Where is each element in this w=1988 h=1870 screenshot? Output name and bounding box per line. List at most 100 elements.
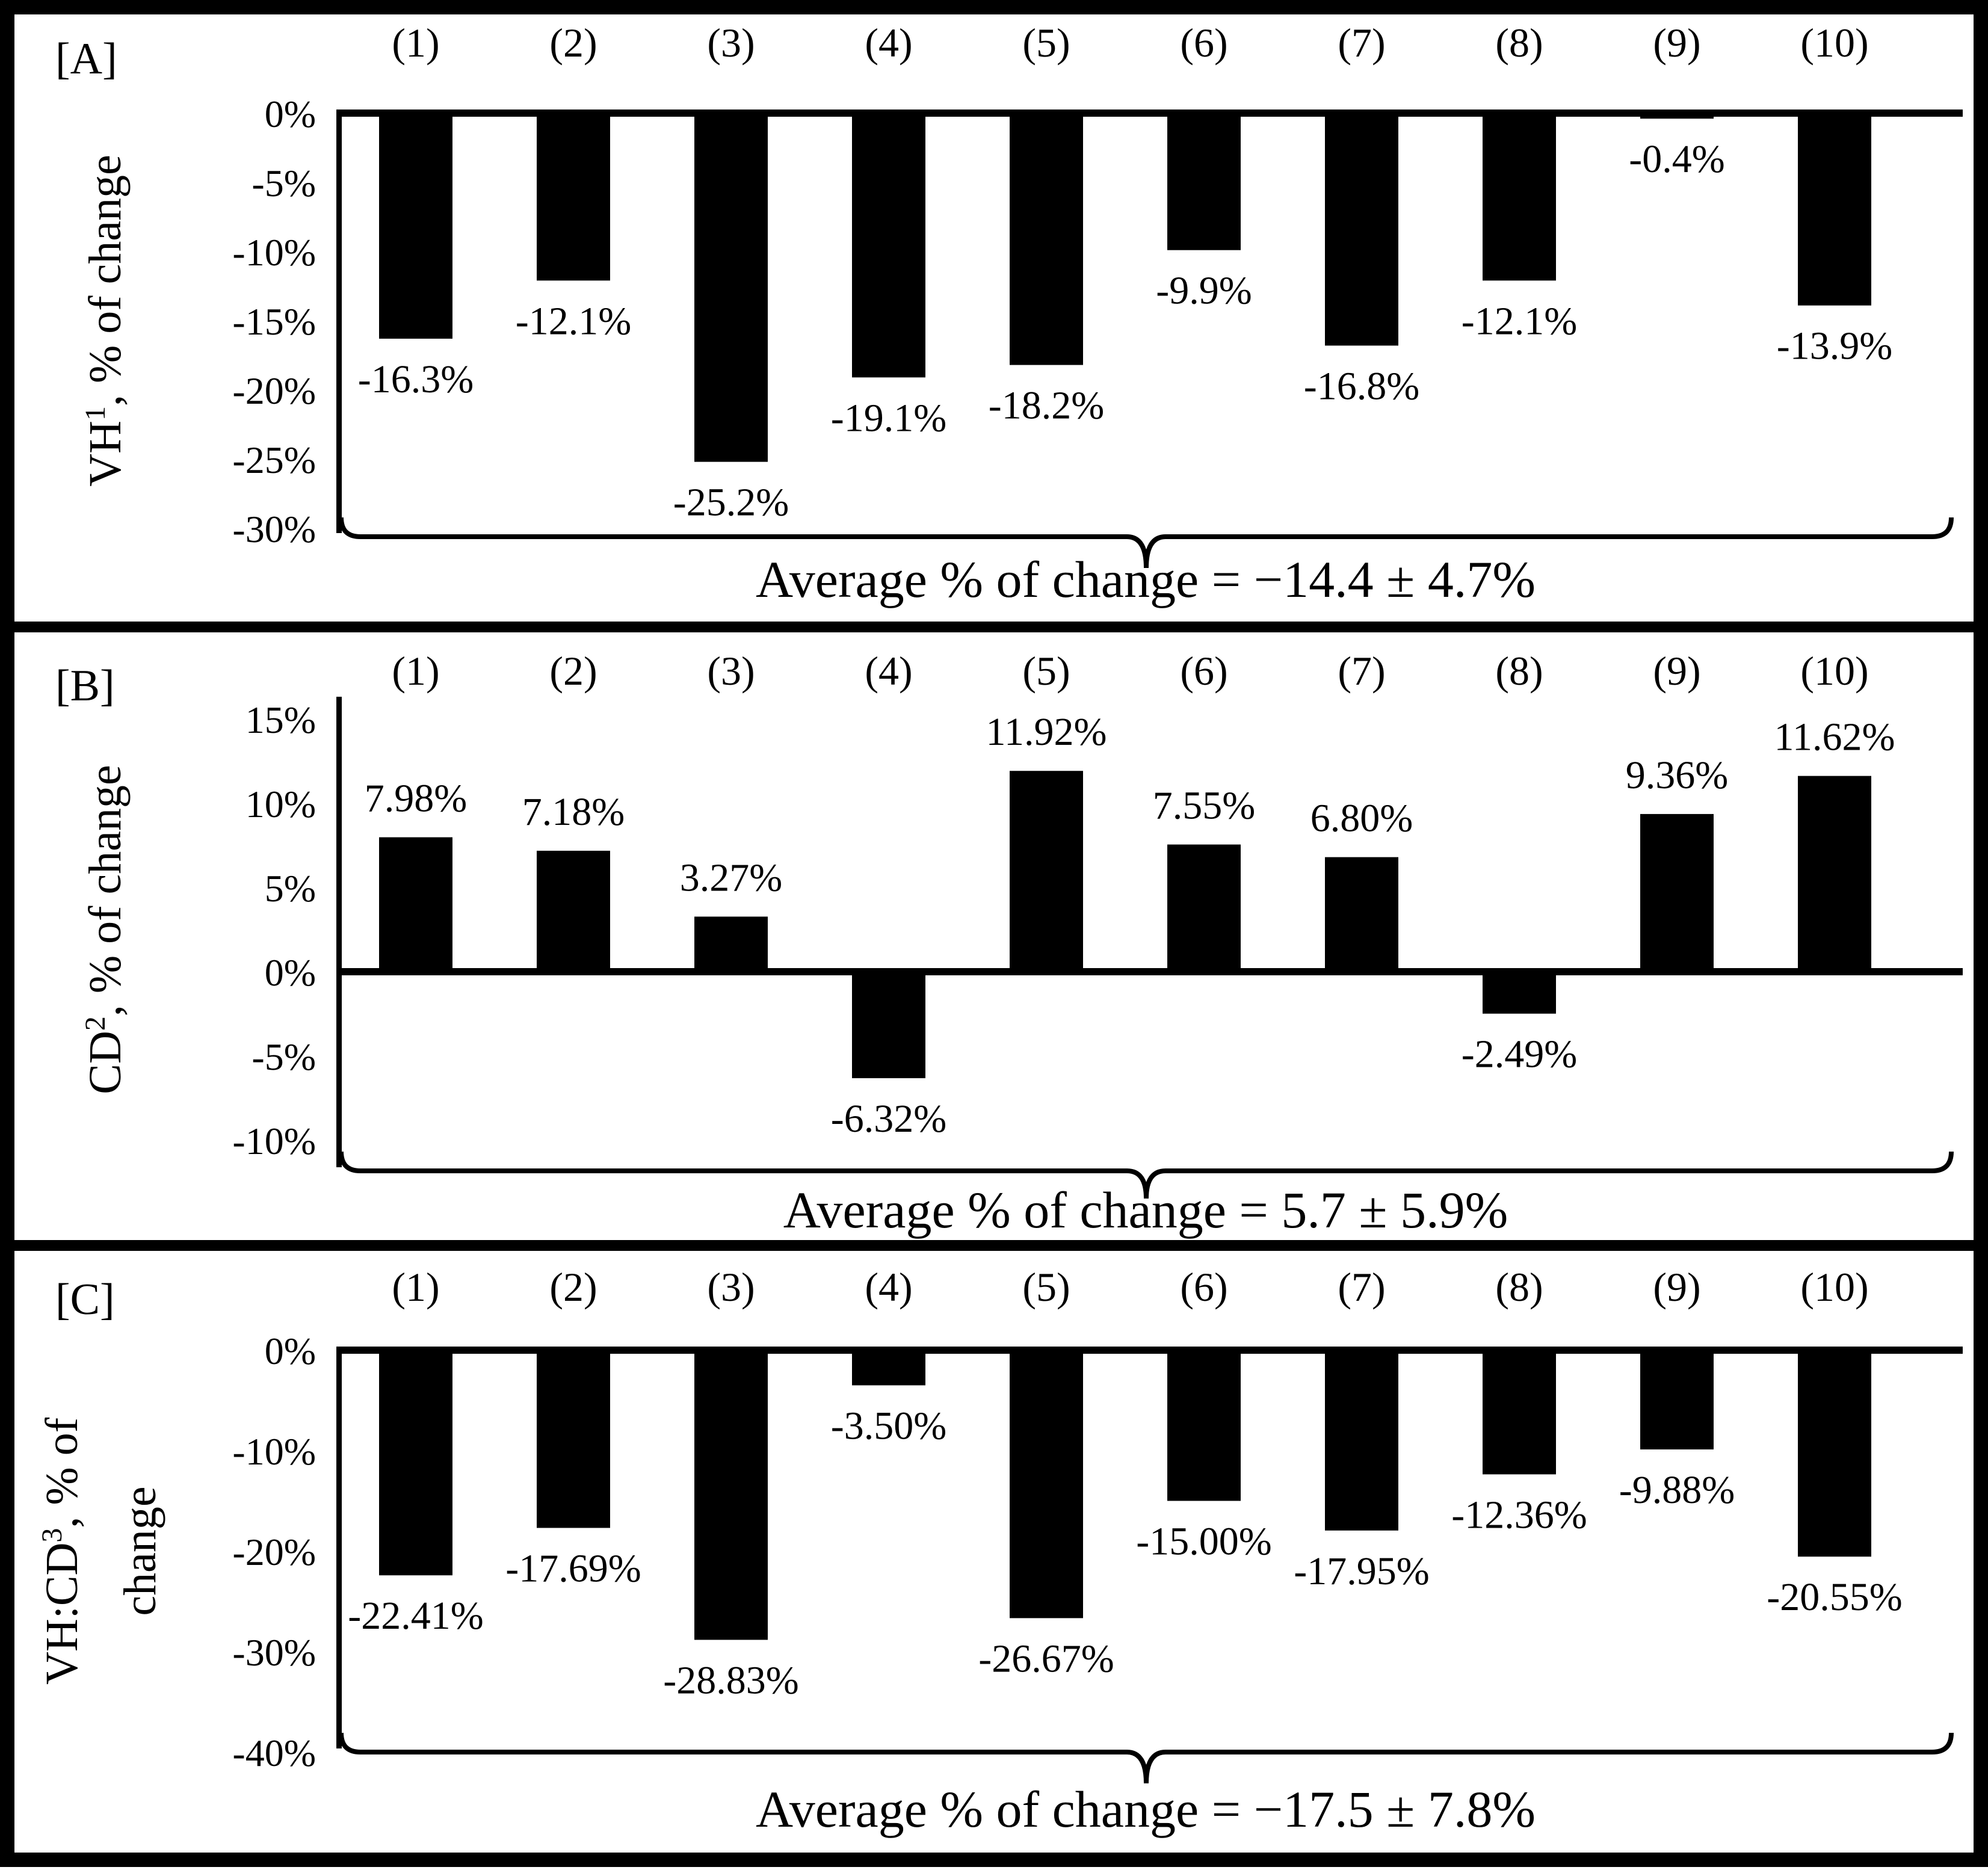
column-header-b-8: (8) xyxy=(1495,648,1543,694)
bar-value-label-a-7: -16.8% xyxy=(1304,364,1419,408)
panel-label-c: [C] xyxy=(55,1275,115,1324)
column-header-a-5: (5) xyxy=(1022,20,1070,66)
bar-value-label-c-6: -15.00% xyxy=(1136,1520,1271,1564)
bar-a-8 xyxy=(1483,113,1556,281)
bar-value-label-c-8: -12.36% xyxy=(1451,1493,1587,1537)
bar-value-label-a-4: -19.1% xyxy=(831,396,946,440)
column-header-b-10: (10) xyxy=(1800,648,1868,694)
column-header-b-7: (7) xyxy=(1338,648,1385,694)
column-header-b-2: (2) xyxy=(549,648,597,694)
ytick-b-0: 15% xyxy=(245,699,316,741)
column-header-c-5: (5) xyxy=(1022,1264,1070,1310)
bar-c-7 xyxy=(1325,1350,1398,1531)
bar-value-label-b-4: -6.32% xyxy=(831,1097,946,1141)
bar-value-label-c-7: -17.95% xyxy=(1294,1549,1429,1593)
bar-b-5 xyxy=(1010,771,1083,972)
y-axis-line-c xyxy=(336,1347,342,1748)
bar-value-label-a-9: -0.4% xyxy=(1629,137,1724,181)
average-annotation-a: Average % of change = −14.4 ± 4.7% xyxy=(756,551,1536,608)
bar-b-4 xyxy=(852,972,925,1078)
bar-b-6 xyxy=(1167,844,1241,972)
bar-b-8 xyxy=(1483,972,1556,1014)
column-header-c-4: (4) xyxy=(865,1264,912,1310)
bar-b-2 xyxy=(537,850,610,972)
ytick-a-1: -5% xyxy=(252,162,316,205)
bar-c-6 xyxy=(1167,1350,1241,1501)
ytick-b-3: 0% xyxy=(265,951,316,994)
ytick-a-6: -30% xyxy=(232,508,316,551)
brace-a xyxy=(339,517,1954,569)
bar-a-7 xyxy=(1325,113,1398,346)
column-header-c-9: (9) xyxy=(1653,1264,1700,1310)
bar-value-label-b-1: 7.98% xyxy=(365,777,467,821)
bar-value-label-b-7: 6.80% xyxy=(1310,797,1413,841)
x-axis-line-b xyxy=(337,968,1963,975)
bar-a-3 xyxy=(694,113,768,462)
panel-separator-2 xyxy=(7,1240,1981,1251)
bar-a-10 xyxy=(1798,113,1871,306)
bar-value-label-a-5: -18.2% xyxy=(989,384,1104,428)
bar-value-label-c-1: -22.41% xyxy=(348,1594,483,1638)
brace-b xyxy=(339,1151,1954,1199)
bar-value-label-c-10: -20.55% xyxy=(1767,1575,1902,1619)
panel-label-b: [B] xyxy=(55,661,115,711)
bar-value-label-c-2: -17.69% xyxy=(505,1546,641,1590)
ytick-c-1: -10% xyxy=(232,1430,316,1473)
ytick-a-5: -25% xyxy=(232,439,316,481)
ytick-b-5: -10% xyxy=(232,1120,316,1162)
bar-value-label-a-6: -9.9% xyxy=(1156,269,1252,313)
panel-c: [C] (1) (2) (3) (4) (5) (6) (7) (8) (9) (10) 0% -10%… xyxy=(36,1264,1963,1838)
column-header-c-2: (2) xyxy=(549,1264,597,1310)
ytick-c-3: -30% xyxy=(232,1631,316,1674)
bar-a-2 xyxy=(537,113,610,281)
bar-value-label-a-3: -25.2% xyxy=(673,481,789,525)
x-axis-line-a xyxy=(337,110,1963,117)
column-header-b-1: (1) xyxy=(392,648,439,694)
ytick-a-0: 0% xyxy=(265,93,316,135)
bar-value-label-a-8: -12.1% xyxy=(1462,299,1577,343)
column-header-b-3: (3) xyxy=(707,648,755,694)
bar-value-label-c-5: -26.67% xyxy=(978,1637,1114,1680)
ytick-b-4: -5% xyxy=(252,1035,316,1078)
column-header-a-6: (6) xyxy=(1180,20,1227,66)
column-header-c-3: (3) xyxy=(707,1264,755,1310)
ytick-a-4: -20% xyxy=(232,369,316,412)
column-header-a-1: (1) xyxy=(392,20,439,66)
bar-c-1 xyxy=(379,1350,452,1576)
bar-value-label-b-2: 7.18% xyxy=(522,790,625,834)
panel-separator-1 xyxy=(7,622,1981,632)
bar-value-label-b-3: 3.27% xyxy=(680,856,782,900)
bar-b-10 xyxy=(1798,776,1871,972)
bar-c-10 xyxy=(1798,1350,1871,1557)
bar-b-1 xyxy=(379,837,452,972)
y-axis-label-a-line1: VH1, % of change xyxy=(79,155,131,487)
bar-value-label-c-9: -9.88% xyxy=(1619,1468,1735,1512)
bar-b-7 xyxy=(1325,857,1398,972)
column-header-a-7: (7) xyxy=(1338,20,1385,66)
bar-value-label-b-10: 11.62% xyxy=(1774,715,1895,759)
bar-value-label-c-3: -28.83% xyxy=(663,1658,798,1702)
column-header-a-8: (8) xyxy=(1495,20,1543,66)
column-header-a-2: (2) xyxy=(549,20,597,66)
column-header-a-3: (3) xyxy=(707,20,755,66)
bar-value-label-b-6: 7.55% xyxy=(1153,784,1255,828)
column-header-a-10: (10) xyxy=(1800,20,1868,66)
bar-c-2 xyxy=(537,1350,610,1528)
bar-value-label-b-8: -2.49% xyxy=(1462,1032,1577,1076)
ytick-c-2: -20% xyxy=(232,1531,316,1573)
column-header-c-8: (8) xyxy=(1495,1264,1543,1310)
bar-value-label-a-1: -16.3% xyxy=(358,357,474,401)
bar-value-label-b-5: 11.92% xyxy=(986,710,1107,754)
bar-c-3 xyxy=(694,1350,768,1640)
bar-value-label-c-4: -3.50% xyxy=(831,1404,946,1448)
column-header-b-9: (9) xyxy=(1653,648,1700,694)
ytick-c-4: -40% xyxy=(232,1732,316,1774)
bar-a-6 xyxy=(1167,113,1241,250)
ytick-b-2: 5% xyxy=(265,867,316,910)
bar-a-4 xyxy=(852,113,925,378)
ytick-a-2: -10% xyxy=(232,231,316,274)
bar-c-5 xyxy=(1010,1350,1083,1619)
y-axis-line-a xyxy=(336,110,342,533)
